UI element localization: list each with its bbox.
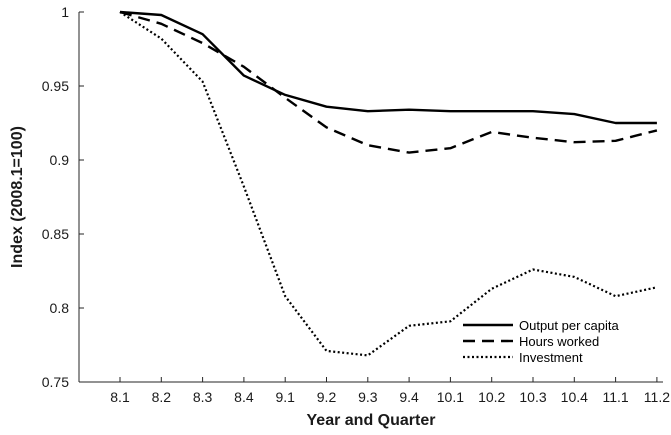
y-tick-label: 0.8 — [50, 300, 70, 316]
y-tick-label: 0.9 — [50, 152, 70, 168]
y-tick-label: 0.75 — [42, 374, 69, 390]
y-axis-title: Index (2008.1=100) — [9, 126, 26, 268]
x-tick-label: 8.1 — [110, 389, 130, 405]
legend-label: Investment — [519, 350, 583, 365]
x-tick-label: 10.2 — [478, 389, 505, 405]
series-layer — [119, 10, 658, 357]
x-tick-label: 9.2 — [317, 389, 337, 405]
x-axis-title: Year and Quarter — [307, 412, 436, 429]
x-tick-label: 8.2 — [152, 389, 172, 405]
x-tick-label: 8.3 — [193, 389, 213, 405]
x-tick-label: 9.3 — [358, 389, 378, 405]
x-axis-ticks: 8.1 8.2 8.3 8.4 9.1 9.2 9.3 9.4 10.1 10.2 10.3 10.4… — [110, 377, 670, 405]
y-axis-ticks: 0.75 0.8 0.85 0.9 0.95 1 — [42, 4, 84, 390]
legend-box — [461, 315, 666, 367]
y-tick-label: 0.95 — [42, 78, 69, 94]
series-line-output-per-capita — [119, 10, 657, 125]
x-tick-label: 11.1 — [602, 389, 628, 405]
x-tick-label: 9.1 — [275, 389, 295, 405]
series-line-investment — [119, 11, 658, 357]
x-tick-label: 10.3 — [519, 389, 546, 405]
legend-label: Hours worked — [519, 334, 599, 349]
y-tick-label: 0.85 — [42, 226, 69, 242]
x-tick-label: 10.4 — [561, 389, 588, 405]
x-tick-label: 11.2 — [644, 389, 670, 405]
x-tick-label: 8.4 — [234, 389, 254, 405]
x-tick-label: 9.4 — [399, 389, 419, 405]
x-tick-label: 10.1 — [437, 389, 464, 405]
series-line-hours-worked — [119, 10, 658, 154]
y-tick-label: 1 — [61, 4, 69, 20]
legend-label: Output per capita — [519, 318, 619, 333]
